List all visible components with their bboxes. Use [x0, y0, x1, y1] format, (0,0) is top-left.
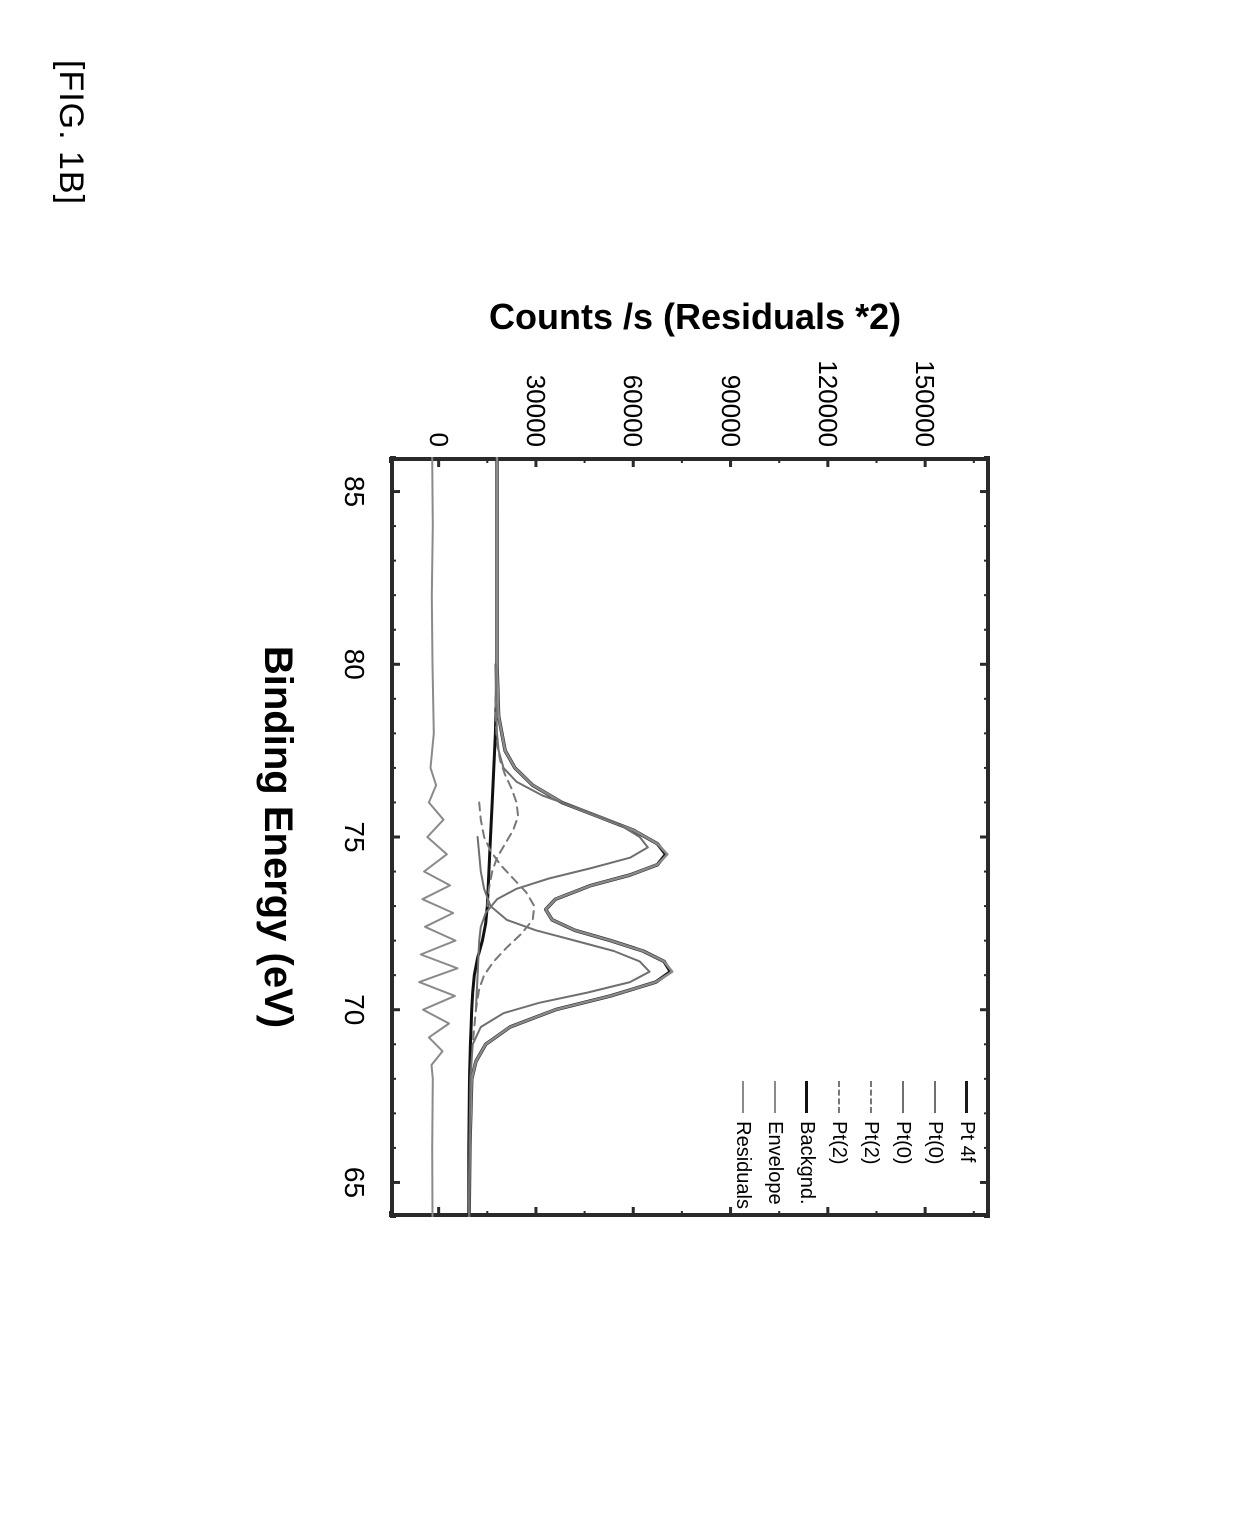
- series-background: [469, 457, 497, 1217]
- legend-entry: Pt(0): [888, 1081, 918, 1209]
- y-tick-label: 120000: [812, 327, 843, 447]
- legend-label: Pt 4f: [952, 1121, 982, 1162]
- legend-label: Residuals: [728, 1121, 758, 1209]
- legend-swatch: [966, 1081, 969, 1113]
- legend-label: Backgnd.: [792, 1121, 822, 1204]
- x-tick-label: 75: [338, 807, 370, 867]
- x-tick-label: 85: [338, 462, 370, 522]
- legend-swatch: [742, 1081, 744, 1113]
- series-residuals: [419, 457, 457, 1217]
- series-envelope: [469, 457, 672, 1217]
- legend-swatch: [774, 1081, 776, 1113]
- series-pt0_7f7: [476, 664, 648, 1009]
- y-tick-label: 0: [423, 327, 454, 447]
- xps-spectrum-chart: Counts /s (Residuals *2) Binding Energy …: [210, 257, 1030, 1257]
- legend-label: Envelope: [760, 1121, 790, 1204]
- chart-legend: Pt 4fPt(0)Pt(0)Pt(2)Pt(2)Backgnd.Envelop…: [726, 1081, 982, 1209]
- legend-entry: Pt(2): [824, 1081, 854, 1209]
- legend-label: Pt(2): [856, 1121, 886, 1164]
- series-pt0_7f5: [469, 837, 649, 1217]
- x-tick-label: 80: [338, 634, 370, 694]
- figure-label: [FIG. 1B]: [51, 60, 90, 205]
- legend-entry: Pt(2): [856, 1081, 886, 1209]
- x-tick-label: 70: [338, 980, 370, 1040]
- legend-swatch: [934, 1081, 936, 1113]
- y-tick-label: 150000: [909, 327, 940, 447]
- legend-swatch: [902, 1081, 904, 1113]
- x-tick-label: 65: [338, 1152, 370, 1212]
- legend-entry: Residuals: [728, 1081, 758, 1209]
- page-root: [FIG. 1B] Counts /s (Residuals *2) Bindi…: [0, 0, 1240, 1514]
- legend-swatch: [838, 1081, 840, 1113]
- legend-entry: Pt(0): [920, 1081, 950, 1209]
- legend-entry: Envelope: [760, 1081, 790, 1209]
- legend-label: Pt(0): [920, 1121, 950, 1164]
- legend-swatch: [870, 1081, 872, 1113]
- y-tick-label: 30000: [520, 327, 551, 447]
- legend-label: Pt(2): [824, 1121, 854, 1164]
- chart-rotated-container: Counts /s (Residuals *2) Binding Energy …: [210, 257, 1030, 1257]
- legend-entry: Pt 4f: [952, 1081, 982, 1209]
- y-tick-label: 90000: [715, 327, 746, 447]
- legend-entry: Backgnd.: [792, 1081, 822, 1209]
- y-tick-label: 60000: [617, 327, 648, 447]
- legend-label: Pt(0): [888, 1121, 918, 1164]
- legend-swatch: [806, 1081, 809, 1113]
